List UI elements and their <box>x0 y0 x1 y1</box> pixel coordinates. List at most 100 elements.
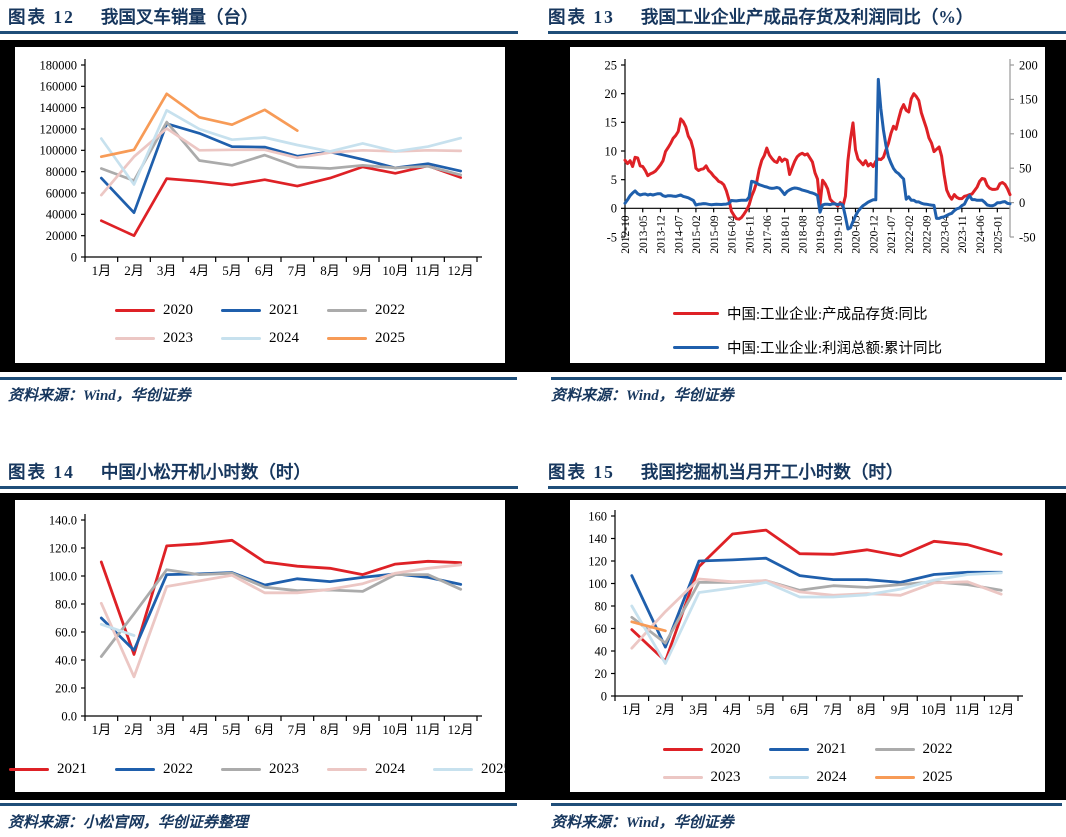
x-tick-label: 12月 <box>448 263 474 278</box>
figure-12-label: 图表 12 <box>8 7 75 27</box>
legend-label: 2021 <box>816 741 847 757</box>
left-tick-label: 0 <box>611 202 617 216</box>
x-tick-label: 6月 <box>790 702 810 717</box>
figure-15-label: 图表 15 <box>548 462 615 482</box>
legend-label: 2023 <box>269 761 299 777</box>
legend-label: 2022 <box>375 302 405 318</box>
x-tick-label: 7月 <box>824 702 844 717</box>
legend-row: 2020 2021 2022 <box>662 741 953 758</box>
left-tick-label: 10 <box>605 144 618 158</box>
legend-row: 2020 2021 2022 <box>115 302 405 319</box>
x-tick-label: 9月 <box>353 722 373 737</box>
legend-swatch <box>221 767 261 772</box>
x-tick-label: 2023-11 <box>957 215 969 253</box>
legend-swatch <box>115 767 155 772</box>
legend-label: 2020 <box>710 741 741 757</box>
x-tick-label: 6月 <box>255 263 275 278</box>
figure-15-title-row: 图表 15 我国挖掘机当月开工小时数（时） <box>533 459 1066 484</box>
x-tick-label: 2015-09 <box>709 215 721 254</box>
x-tick-label: 2022-02 <box>904 215 916 254</box>
legend-item-2020: 2020 <box>115 302 193 319</box>
series-2023-line <box>99 568 463 658</box>
x-tick-label: 6月 <box>255 722 275 737</box>
left-tick-label: 5 <box>611 173 617 187</box>
chart-12-plot: 0 20000 40000 60000 80000 100000 120000 140000 1… <box>40 58 482 278</box>
legend-swatch <box>327 336 367 341</box>
legend-row: 2021 2022 2023 2024 2025 <box>9 761 511 778</box>
x-tick-label: 2016-11 <box>744 215 756 253</box>
figure-12-source: 资料来源：Wind，华创证券 <box>8 388 191 404</box>
figure-15-canvas: 0 20 40 60 80 100 120 140 160 1月 2月 3月 4月 5月 6月 7月 8月 9月 1… <box>570 500 1045 792</box>
legend-row: 2023 2024 2025 <box>115 330 405 347</box>
series-2025-line <box>99 622 136 637</box>
legend-label: 2022 <box>163 761 193 777</box>
left-tick-label: 15 <box>605 116 618 130</box>
legend-item-中国:工业企业:产成品存货:同比: 中国:工业企业:产成品存货:同比 <box>672 303 928 324</box>
figure-13-title-row: 图表 13 我国工业企业产成品存货及利润同比（%） <box>533 4 1066 29</box>
x-tick-label: 4月 <box>190 722 210 737</box>
legend-item-2025: 2025 <box>433 761 511 778</box>
legend-swatch <box>433 767 473 772</box>
legend-label: 2023 <box>163 330 193 346</box>
y-tick-label: 100 <box>588 577 607 591</box>
legend-item-2023: 2023 <box>115 330 193 347</box>
chart-15-plot: 0 20 40 60 80 100 120 140 160 1月 2月 3月 4月 5月 6月 7月 8月 9月 1… <box>588 509 1023 717</box>
legend-label: 2023 <box>710 769 741 785</box>
x-tick-label: 10月 <box>382 722 408 737</box>
x-tick-label: 2020-12 <box>868 215 880 254</box>
legend-swatch <box>768 747 809 752</box>
legend-swatch <box>9 767 49 772</box>
legend-label: 中国:工业企业:利润总额:累计同比 <box>726 341 943 357</box>
x-tick-label: 2022-09 <box>922 215 934 254</box>
series-2024-line <box>99 563 463 679</box>
x-tick-label: 2017-06 <box>762 215 774 254</box>
figure-13-rule <box>551 377 1062 380</box>
left-tick-label: 20 <box>605 87 618 101</box>
legend-row: 中国:工业企业:产成品存货:同比 <box>672 303 928 324</box>
legend-swatch <box>327 308 367 313</box>
figure-12-title: 我国叉车销量（台） <box>100 7 259 27</box>
x-tick-label: 2025-01 <box>993 215 1005 254</box>
figure-12: 图表 12 我国叉车销量（台） 0 20000 40000 60000 80000 1000… <box>0 0 533 420</box>
legend-item-2025: 2025 <box>327 330 405 347</box>
legend-label: 2021 <box>57 761 87 777</box>
x-tick-label: 4月 <box>723 702 743 717</box>
x-tick-label: 9月 <box>353 263 373 278</box>
x-tick-label: 2018-01 <box>780 215 792 254</box>
y-tick-label: 140.0 <box>49 513 77 527</box>
y-tick-label: 160000 <box>40 80 78 94</box>
figure-15-underline <box>548 486 1066 489</box>
y-tick-label: 80 <box>595 599 608 613</box>
figure-14-source: 资料来源：小松官网，华创证券整理 <box>8 815 249 831</box>
right-tick-label: 200 <box>1019 58 1038 72</box>
legend-row: 中国:工业企业:利润总额:累计同比 <box>672 337 943 358</box>
figure-13-frame: -5 0 5 10 15 20 25 -50 0 50 100 150 200 2012-10 2013-0… <box>533 40 1066 372</box>
legend-swatch <box>115 308 155 313</box>
x-tick-label: 12月 <box>988 702 1014 717</box>
series-中国:工业企业:利润总额:累计同比-line <box>623 77 1012 231</box>
right-tick-label: 0 <box>1019 196 1025 210</box>
x-tick-label: 2月 <box>656 702 676 717</box>
chart-15-legend: 2020 2021 2022 2023 2024 2025 <box>570 741 1045 786</box>
legend-row: 2023 2024 2025 <box>662 769 953 786</box>
x-tick-label: 2024-06 <box>975 215 987 254</box>
x-tick-label: 8月 <box>320 263 340 278</box>
y-tick-label: 40000 <box>46 208 77 222</box>
legend-swatch <box>874 775 915 780</box>
legend-label: 2024 <box>375 761 405 777</box>
left-tick-label: 25 <box>605 58 618 72</box>
y-tick-label: 120.0 <box>49 541 77 555</box>
legend-label: 2024 <box>269 330 299 346</box>
legend-item-2022: 2022 <box>327 302 405 319</box>
x-tick-label: 10月 <box>921 702 947 717</box>
figure-13-title: 我国工业企业产成品存货及利润同比（%） <box>640 7 974 27</box>
x-tick-label: 10月 <box>382 263 408 278</box>
series-2021-line <box>630 556 1003 649</box>
figure-13-source: 资料来源：Wind，华创证券 <box>551 388 734 404</box>
y-tick-label: 100.0 <box>49 569 77 583</box>
x-tick-label: 5月 <box>222 263 242 278</box>
y-tick-label: 20 <box>595 667 608 681</box>
series-2021-line <box>99 538 463 656</box>
